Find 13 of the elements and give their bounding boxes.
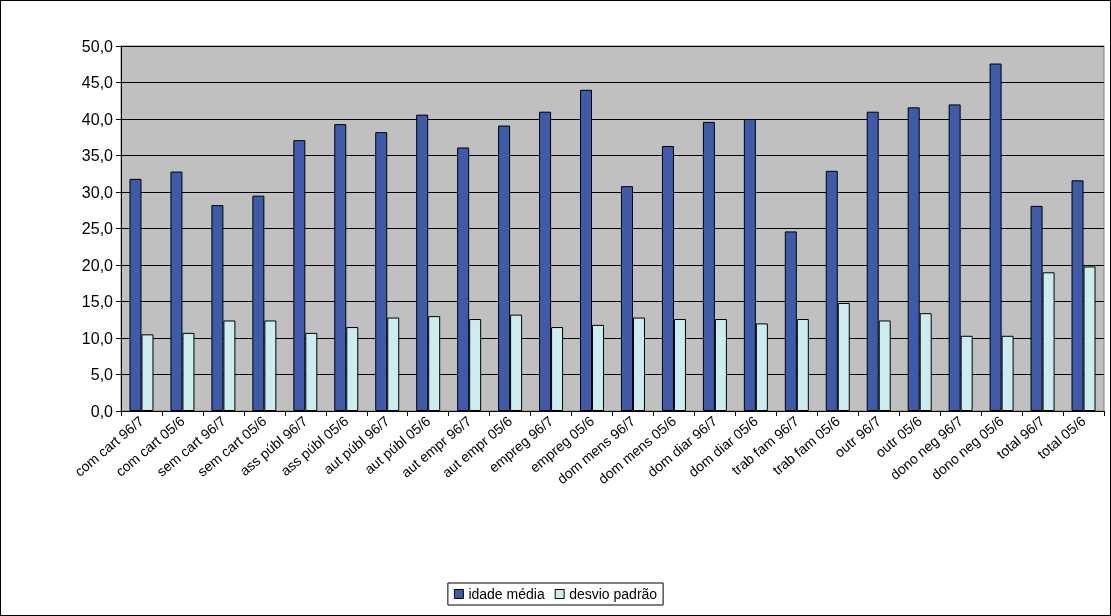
y-tick-label: 30,0 bbox=[81, 183, 114, 201]
y-tick-label: 5,0 bbox=[90, 366, 114, 383]
legend-label: idade média bbox=[468, 586, 545, 602]
y-tick-label: 35,0 bbox=[81, 147, 114, 164]
y-tick-label: 10,0 bbox=[81, 329, 114, 347]
y-tick-label: 45,0 bbox=[81, 74, 114, 91]
y-tick-label: 15,0 bbox=[81, 293, 114, 310]
legend-label: desvio padrão bbox=[569, 586, 658, 602]
y-tick-label: 50,0 bbox=[81, 37, 114, 55]
y-tick-label: 25,0 bbox=[81, 220, 114, 237]
y-tick-label: 0,0 bbox=[90, 402, 114, 420]
y-tick-label: 40,0 bbox=[81, 110, 114, 128]
y-tick-label: 20,0 bbox=[81, 256, 114, 274]
